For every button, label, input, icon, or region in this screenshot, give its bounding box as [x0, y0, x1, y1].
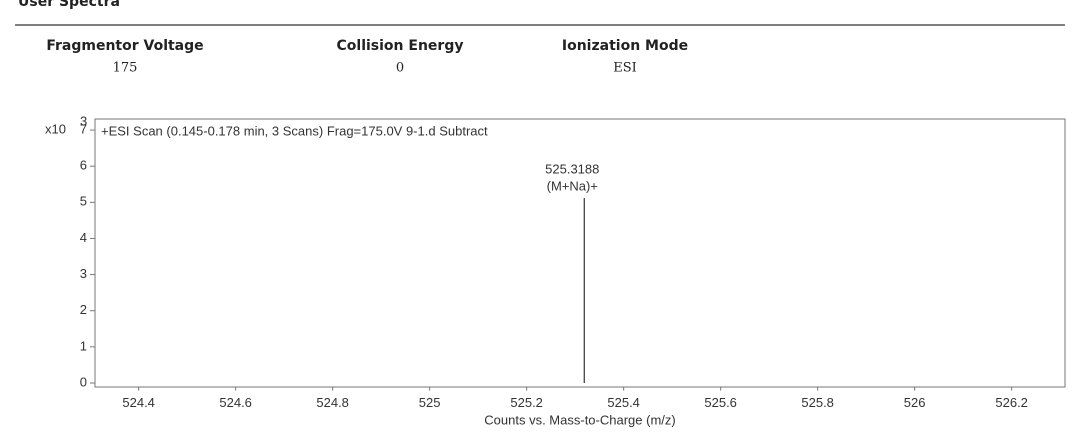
field-label: Collision Energy [337, 38, 464, 54]
x-axis-label: Counts vs. Mass-to-Charge (m/z) [484, 412, 675, 427]
x-tick-label: 526.2 [995, 395, 1028, 410]
x-tick-label: 525.4 [607, 395, 640, 410]
y-tick-label: 1 [80, 338, 87, 353]
field-label: Ionization Mode [562, 38, 688, 54]
x-tick-label: 524.6 [219, 395, 252, 410]
y-tick-label: 5 [80, 194, 87, 209]
y-scale-label: x10 [45, 121, 66, 136]
y-tick-label: 4 [80, 230, 87, 245]
x-tick-label: 524.4 [122, 395, 155, 410]
field-value: 175 [113, 61, 138, 76]
page-title: User Spectra [18, 0, 120, 10]
chart-title: +ESI Scan (0.145-0.178 min, 3 Scans) Fra… [101, 123, 488, 138]
x-tick-label: 525.8 [801, 395, 834, 410]
plot-frame [94, 118, 1066, 388]
x-tick-label: 525 [419, 395, 441, 410]
x-tick-label: 524.8 [316, 395, 349, 410]
y-tick-label: 6 [80, 158, 87, 173]
y-tick-label: 2 [80, 302, 87, 317]
peak-annotation: (M+Na)+ [547, 178, 598, 193]
x-tick-label: 525.2 [510, 395, 543, 410]
y-scale-exponent: 3 [80, 113, 87, 128]
field-value: ESI [613, 61, 637, 76]
field-label: Fragmentor Voltage [46, 38, 203, 54]
y-tick-label: 0 [80, 374, 87, 389]
peak-label: 525.3188 [545, 161, 599, 176]
x-tick-label: 526 [904, 395, 926, 410]
y-tick-label: 3 [80, 266, 87, 281]
field-value: 0 [396, 61, 404, 76]
y-tick-label: 7 [80, 121, 87, 136]
x-tick-label: 525.6 [704, 395, 737, 410]
